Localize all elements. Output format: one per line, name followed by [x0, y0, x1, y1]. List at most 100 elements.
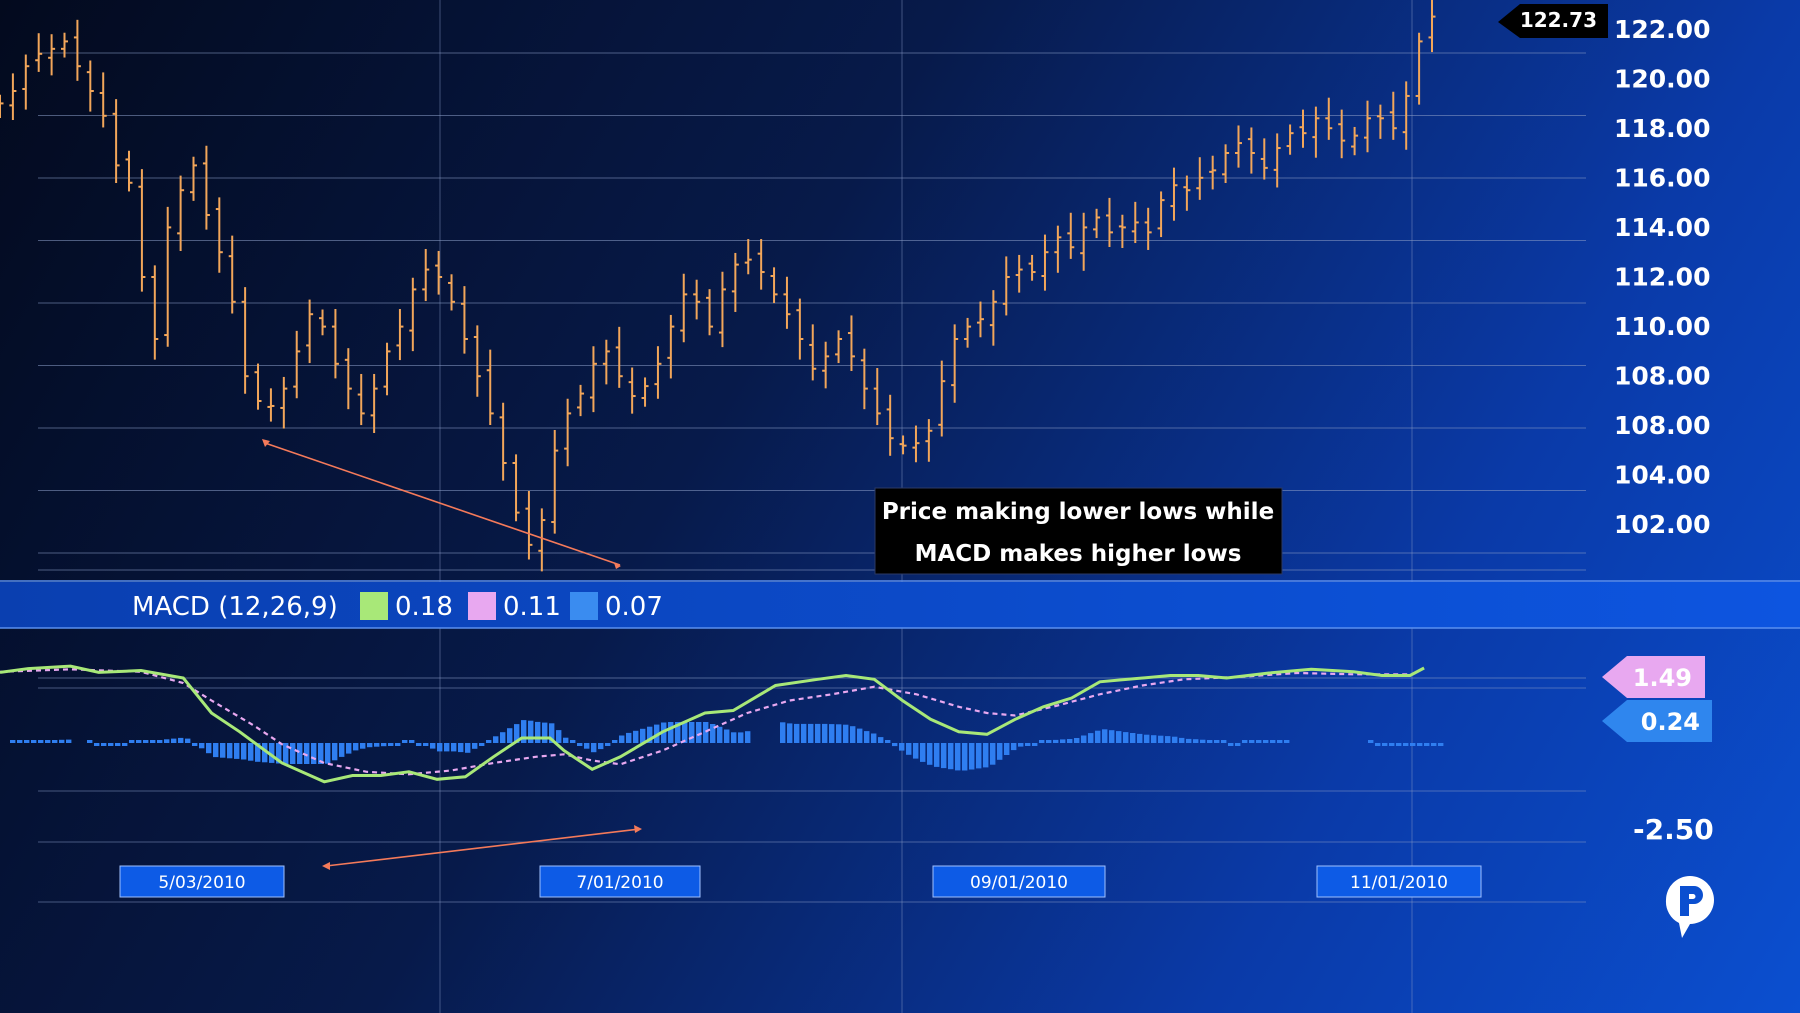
histogram-bar — [1424, 743, 1430, 746]
histogram-bar — [605, 743, 611, 746]
histogram-bar — [10, 740, 16, 743]
histogram-value-label: 0.24 — [1641, 708, 1700, 736]
histogram-bar — [234, 743, 240, 759]
histogram-bar — [584, 743, 590, 749]
histogram-bar — [24, 740, 30, 743]
price-bar — [744, 239, 752, 275]
price-bar — [925, 419, 933, 462]
price-bar — [899, 435, 907, 455]
histogram-bar — [962, 743, 968, 771]
histogram-bar — [556, 730, 562, 743]
histogram-bar — [731, 732, 737, 743]
price-bar — [525, 491, 533, 560]
price-bar — [615, 326, 623, 388]
price-bar — [1260, 138, 1268, 180]
histogram-bar — [360, 743, 366, 749]
histogram-bar — [1088, 733, 1094, 743]
legend-value-macd: 0.18 — [395, 592, 453, 622]
histogram-bar — [192, 743, 198, 746]
price-bar — [860, 348, 868, 410]
price-bar — [344, 348, 352, 410]
price-y-tick-label: 118.00 — [1614, 114, 1710, 143]
histogram-bar — [1004, 743, 1010, 755]
price-bar — [564, 398, 572, 467]
histogram-bar — [850, 726, 856, 743]
histogram-bar — [1242, 740, 1248, 743]
price-bar — [499, 402, 507, 481]
histogram-bar — [521, 720, 527, 743]
histogram-bar — [1165, 736, 1171, 743]
price-bar — [1376, 104, 1384, 139]
histogram-bar — [1270, 740, 1276, 743]
histogram-bar — [269, 743, 275, 763]
price-bar — [873, 368, 881, 426]
histogram-bar — [381, 743, 387, 747]
price-bar — [357, 373, 365, 426]
histogram-bar — [1144, 734, 1150, 743]
price-bar — [718, 271, 726, 348]
histogram-bar — [1018, 743, 1024, 747]
current-price-tag: 122.73 — [1498, 4, 1608, 38]
histogram-bar — [689, 722, 695, 743]
histogram-bar — [941, 743, 947, 769]
price-trendline — [264, 442, 621, 566]
price-bar — [1247, 127, 1255, 174]
histogram-bar — [983, 743, 989, 768]
price-bar — [396, 308, 404, 361]
price-bar — [667, 314, 675, 379]
histogram-bar — [955, 743, 961, 771]
price-bar — [757, 239, 765, 290]
histogram-bar — [108, 743, 114, 746]
histogram-bar — [549, 723, 555, 743]
histogram-bar — [1228, 743, 1234, 746]
price-y-tick-label: 104.00 — [1614, 461, 1710, 490]
histogram-bar — [185, 738, 191, 743]
histogram-bar — [94, 743, 100, 746]
histogram-bar — [290, 743, 296, 764]
histogram-bar — [857, 728, 863, 743]
price-bar — [86, 60, 94, 112]
price-bar — [770, 267, 778, 304]
price-bar — [1273, 133, 1281, 188]
legend-swatch-histogram — [570, 592, 598, 620]
histogram-bar — [1137, 733, 1143, 743]
price-bar — [1299, 109, 1307, 148]
histogram-bar — [1389, 743, 1395, 746]
histogram-bar — [892, 743, 898, 747]
price-y-tick-label: 112.00 — [1614, 263, 1710, 292]
price-bar — [409, 277, 417, 352]
histogram-bar — [1249, 740, 1255, 743]
histogram-bar — [633, 730, 639, 743]
price-bar — [138, 169, 146, 292]
price-bar — [460, 286, 468, 354]
price-bar — [61, 32, 69, 58]
price-bar — [293, 330, 301, 399]
histogram-bar — [997, 743, 1003, 760]
histogram-bar — [913, 743, 919, 759]
histogram-bar — [493, 736, 499, 743]
histogram-bar — [794, 723, 800, 743]
histogram-value-tag: 0.24 — [1602, 700, 1712, 742]
histogram-bar — [451, 743, 457, 752]
price-bar — [1234, 125, 1242, 168]
price-y-tick-label: 108.00 — [1614, 411, 1710, 440]
price-bar — [1157, 191, 1165, 238]
histogram-bar — [745, 731, 751, 743]
histogram-bar — [402, 740, 408, 743]
histogram-bar — [1179, 737, 1185, 743]
histogram-bar — [647, 726, 653, 743]
legend-swatch-macd — [360, 592, 388, 620]
histogram-bar — [388, 743, 394, 746]
price-bar — [976, 301, 984, 338]
price-bar — [1041, 234, 1049, 291]
histogram-bar — [178, 737, 184, 743]
price-bar — [538, 508, 546, 572]
histogram-bar — [528, 720, 534, 743]
histogram-bar — [822, 723, 828, 743]
histogram-bar — [668, 722, 674, 743]
histogram-bar — [969, 743, 975, 770]
histogram-bar — [1053, 739, 1059, 743]
histogram-bar — [1438, 743, 1444, 746]
macd-trendline-end-marker — [634, 825, 642, 833]
price-bar — [1428, 0, 1436, 53]
